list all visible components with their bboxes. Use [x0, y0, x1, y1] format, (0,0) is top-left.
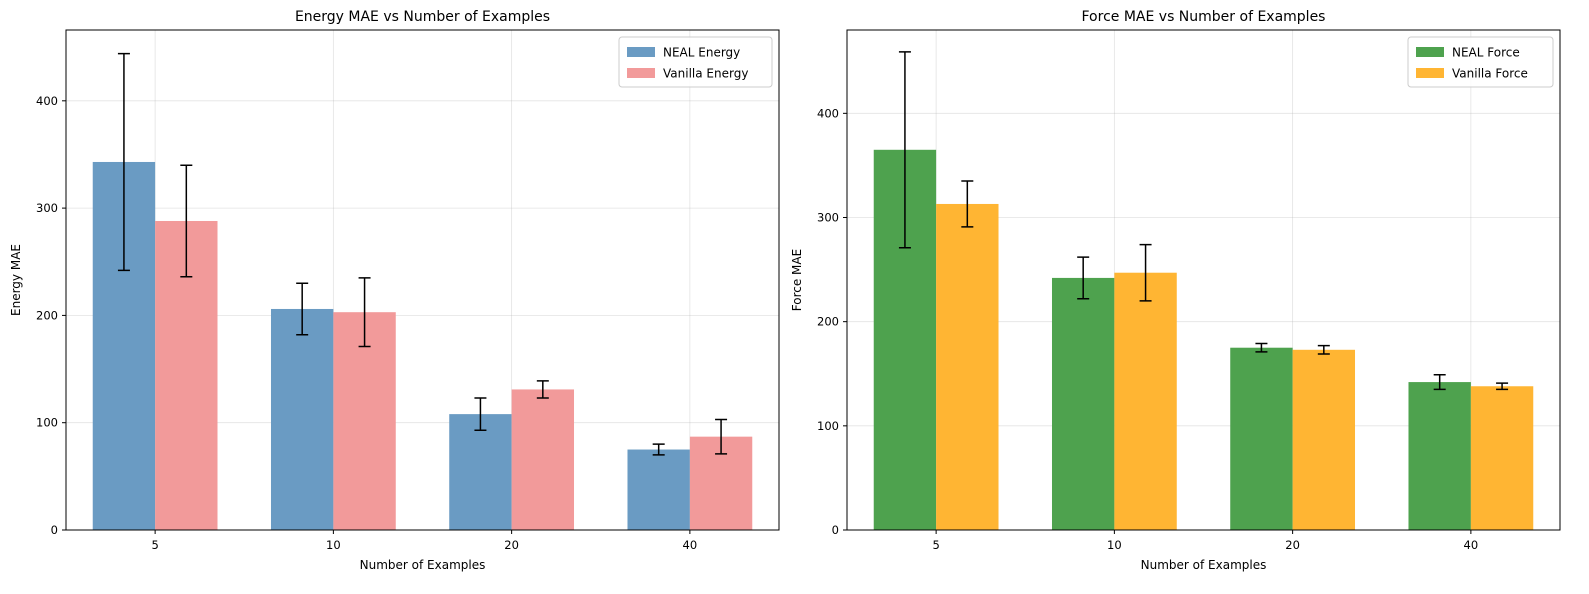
force-bar-1-1: [1114, 272, 1177, 530]
energy-bar-0-2: [449, 414, 512, 530]
force-errorbars-0: [898, 51, 1446, 391]
energy-legend-label-0: NEAL Energy: [663, 46, 740, 60]
energy-xtick-label-0: 5: [151, 538, 158, 552]
force-ytick-label-3: 300: [817, 211, 839, 225]
force-legend: NEAL Force Vanilla Force: [1407, 36, 1554, 88]
energy-chart-title: Energy MAE vs Number of Examples: [295, 9, 550, 25]
force-xtick-label-2: 20: [1285, 538, 1300, 552]
force-ytick-label-2: 200: [817, 315, 839, 329]
energy-errorbars-0: [117, 52, 665, 456]
force-bar-0-3: [1408, 382, 1471, 530]
force-chart: 0 100 200 300 400 5 10 20 40 Force MAE vs Number …: [790, 9, 1561, 572]
force-errorbar-0-0: [898, 51, 911, 249]
force-chart-title: Force MAE vs Number of Examples: [1082, 9, 1326, 25]
energy-ytick-label-2: 200: [36, 308, 58, 322]
force-errorbar-1-2: [1317, 344, 1330, 355]
energy-bar-1-2: [511, 389, 575, 530]
force-errorbar-1-1: [1139, 243, 1152, 302]
force-ytick-label-1: 100: [817, 419, 839, 433]
energy-errorbar-1-3: [715, 418, 728, 455]
energy-axes-frame: [65, 29, 780, 531]
force-bar-0-2: [1230, 347, 1293, 530]
energy-errorbar-0-2: [474, 397, 487, 431]
force-errorbar-0-2: [1255, 342, 1268, 353]
force-bar-1-3: [1470, 386, 1534, 530]
force-bar-1-0: [936, 203, 999, 531]
energy-y-axis-label: Energy MAE: [9, 244, 23, 316]
energy-errorbars-1: [180, 164, 728, 455]
force-series-1: [936, 203, 1534, 531]
force-xtick-label-1: 10: [1107, 538, 1122, 552]
force-series-0: [873, 149, 1471, 530]
energy-x-axis-label: Number of Examples: [360, 558, 486, 572]
energy-errorbar-1-1: [358, 277, 371, 348]
force-x-axis-label: Number of Examples: [1141, 558, 1267, 572]
energy-xtick-label-1: 10: [326, 538, 341, 552]
energy-legend-swatch-1: [627, 68, 655, 78]
energy-errorbar-0-0: [117, 52, 130, 272]
force-errorbar-1-3: [1496, 382, 1509, 391]
force-errorbar-0-1: [1077, 256, 1090, 300]
energy-xtick-label-3: 40: [683, 538, 698, 552]
energy-bar-0-3: [627, 449, 690, 530]
force-legend-swatch-0: [1416, 47, 1444, 57]
energy-ytick-label-3: 300: [36, 201, 58, 215]
force-legend-swatch-1: [1416, 68, 1444, 78]
force-legend-label-0: NEAL Force: [1452, 46, 1520, 60]
force-xtick-label-0: 5: [932, 538, 939, 552]
energy-ytick-label-0: 0: [51, 523, 58, 537]
energy-errorbar-0-3: [652, 443, 665, 456]
force-xtick-label-3: 40: [1464, 538, 1479, 552]
force-ytick-label-4: 400: [817, 106, 839, 120]
force-ytick-label-0: 0: [832, 523, 839, 537]
energy-bar-0-1: [270, 308, 334, 530]
force-bar-1-2: [1292, 349, 1356, 530]
energy-xtick-label-2: 20: [504, 538, 519, 552]
energy-errorbar-0-1: [296, 282, 309, 336]
force-axes-frame: [846, 29, 1561, 531]
energy-errorbar-1-0: [180, 164, 193, 278]
energy-ytick-label-4: 400: [36, 94, 58, 108]
energy-legend-swatch-0: [627, 47, 655, 57]
energy-legend: NEAL Energy Vanilla Energy: [618, 36, 773, 88]
energy-chart: 0 100 200 300 400 5 10 20 40 Energy MAE vs Number…: [9, 9, 780, 572]
force-bar-0-1: [1051, 277, 1115, 530]
energy-errorbar-1-2: [536, 380, 549, 399]
energy-series-1: [155, 220, 753, 530]
force-errorbar-1-0: [961, 180, 974, 228]
energy-ytick-label-1: 100: [36, 416, 58, 430]
force-legend-label-1: Vanilla Force: [1452, 67, 1528, 81]
force-legend-frame: [1407, 36, 1554, 88]
energy-bar-1-1: [333, 312, 396, 530]
force-errorbars-1: [961, 180, 1509, 391]
force-y-axis-label: Force MAE: [790, 249, 804, 311]
energy-legend-label-1: Vanilla Energy: [663, 67, 748, 81]
energy-legend-frame: [618, 36, 773, 88]
force-errorbar-0-3: [1433, 374, 1446, 391]
